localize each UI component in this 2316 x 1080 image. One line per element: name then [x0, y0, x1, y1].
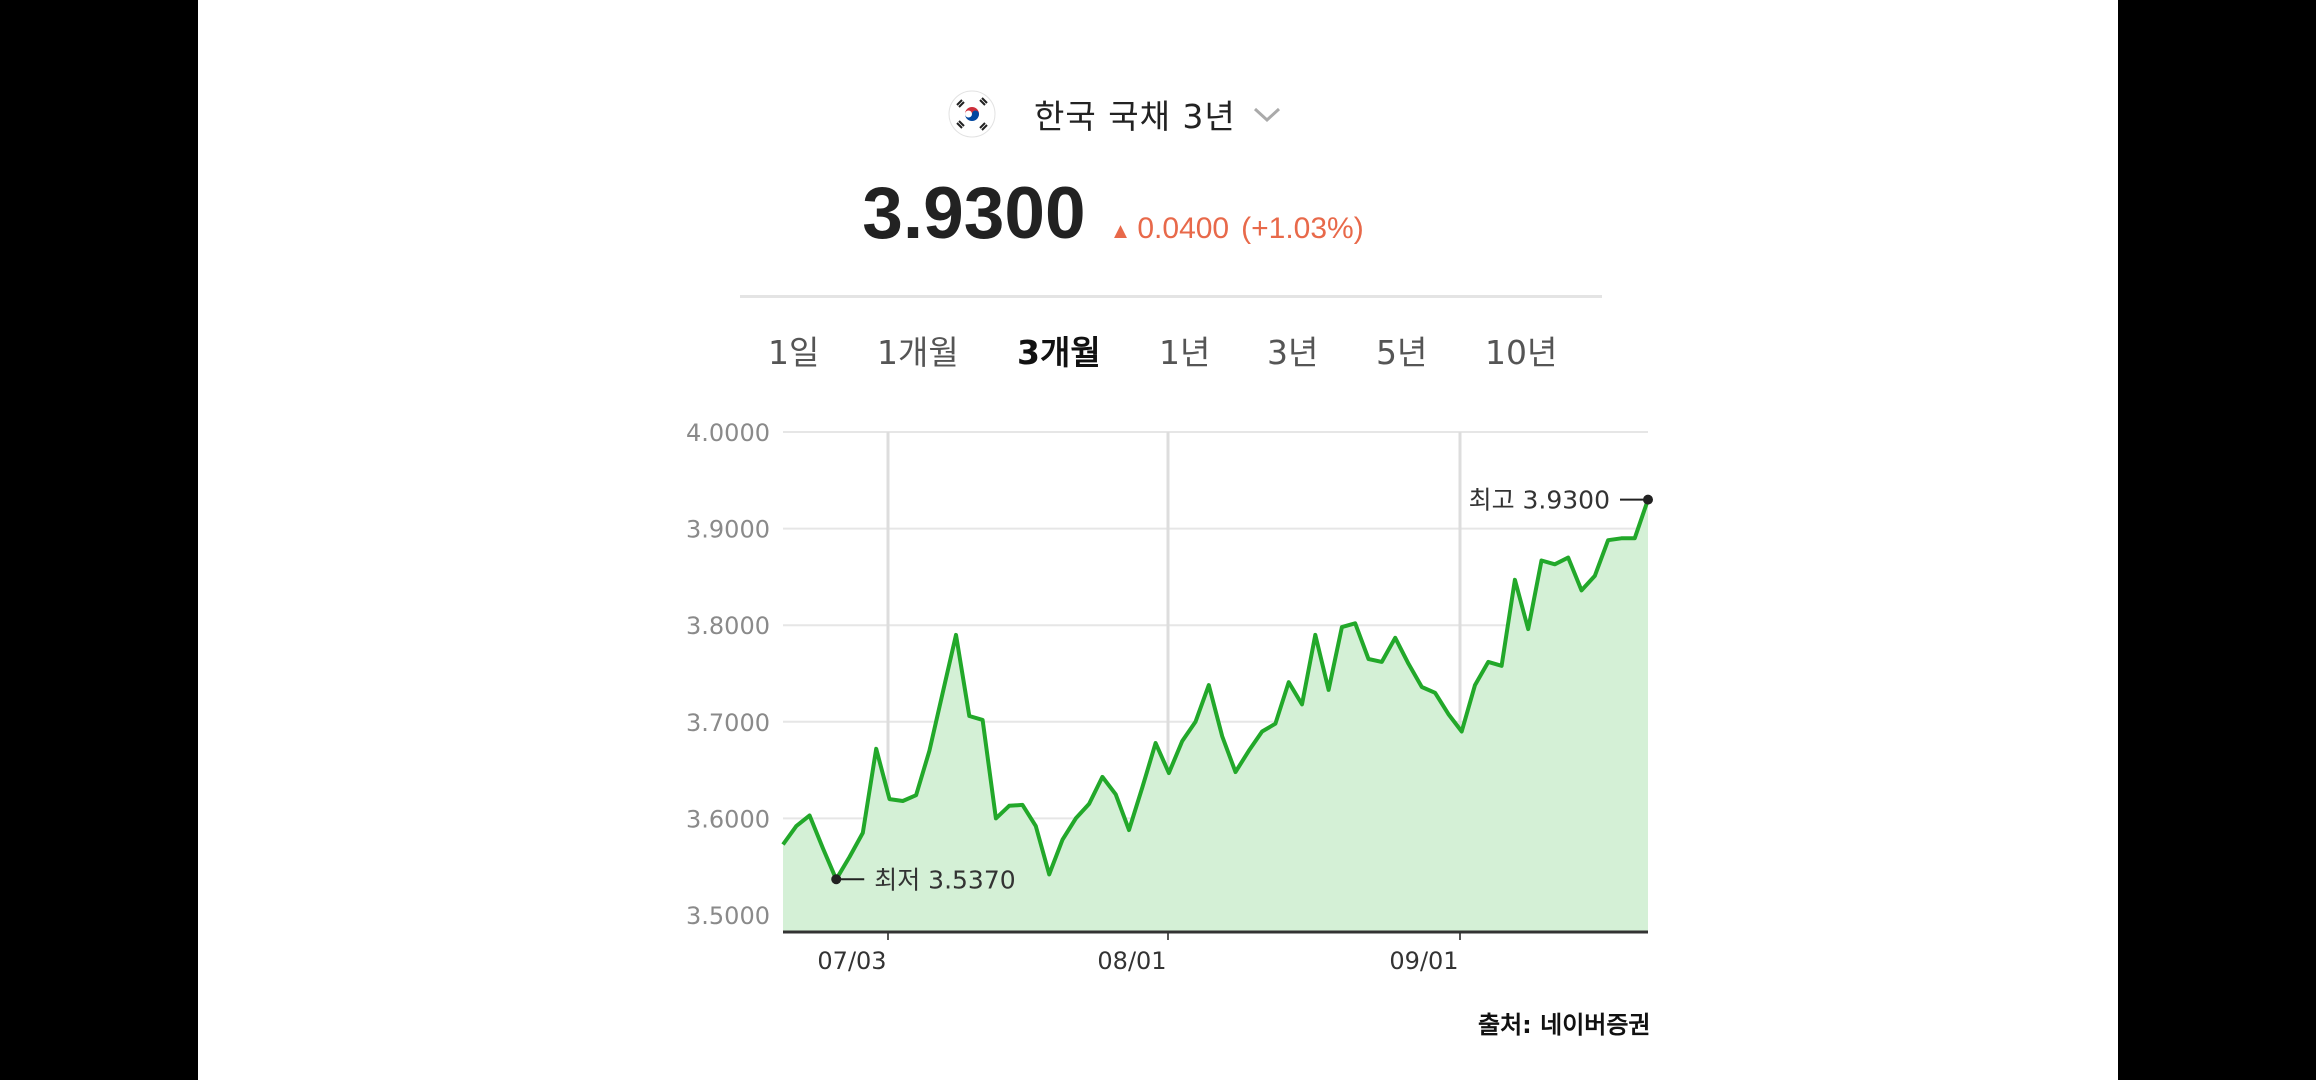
change-percent: (+1.03%)	[1241, 212, 1364, 245]
x-tick-label: 07/03	[817, 947, 886, 975]
x-tick-label: 08/01	[1097, 947, 1166, 975]
price-row: 3.9300 ▲ 0.0400 (+1.03%)	[198, 172, 2118, 255]
y-tick-label: 3.5000	[686, 902, 770, 930]
x-tick-label: 09/01	[1389, 947, 1458, 975]
series-line	[781, 498, 1650, 882]
y-tick-label: 3.7000	[686, 709, 770, 737]
y-tick-label: 3.8000	[686, 612, 770, 640]
tab-1-year[interactable]: 1년	[1159, 333, 1211, 372]
high-point	[1643, 494, 1653, 505]
y-tick-label: 3.9000	[686, 516, 770, 544]
high-annotation: 최고 3.9300	[1469, 486, 1610, 515]
tab-5-years[interactable]: 5년	[1376, 333, 1428, 372]
bond-title[interactable]: 한국 국채 3년	[1034, 97, 1236, 136]
low-point	[831, 874, 842, 885]
current-price: 3.9300	[862, 173, 1086, 254]
triangle-up-icon: ▲	[1109, 218, 1132, 243]
tab-3-years[interactable]: 3년	[1267, 333, 1319, 372]
yield-chart: 4.0000 3.9000 3.8000 3.7000 3.6000 3.5000 07/0…	[686, 419, 1653, 975]
divider	[740, 295, 1602, 298]
change-value: 0.0400	[1137, 212, 1230, 245]
chevron-down-icon[interactable]	[1250, 103, 1284, 125]
price-change: ▲ 0.0400 (+1.03%)	[1110, 212, 1364, 246]
low-annotation: 최저 3.5370	[874, 865, 1015, 894]
content-panel: 한국 국채 3년 3.9300 ▲ 0.0400 (+1.03%) 1일 1개월…	[198, 0, 2118, 1080]
tab-1-day[interactable]: 1일	[768, 333, 820, 372]
tab-10-years[interactable]: 10년	[1485, 333, 1558, 372]
tab-1-month[interactable]: 1개월	[877, 333, 959, 372]
y-tick-label: 3.6000	[686, 805, 770, 833]
tab-3-months[interactable]: 3개월	[1017, 333, 1101, 372]
y-tick-label: 4.0000	[686, 419, 770, 447]
source-label: 출처: 네이버증권	[1478, 1011, 1651, 1039]
korea-flag-icon	[948, 90, 996, 138]
header: 한국 국채 3년	[948, 90, 1284, 138]
period-tabs: 1일 1개월 3개월 1년 3년 5년 10년	[198, 326, 2118, 376]
